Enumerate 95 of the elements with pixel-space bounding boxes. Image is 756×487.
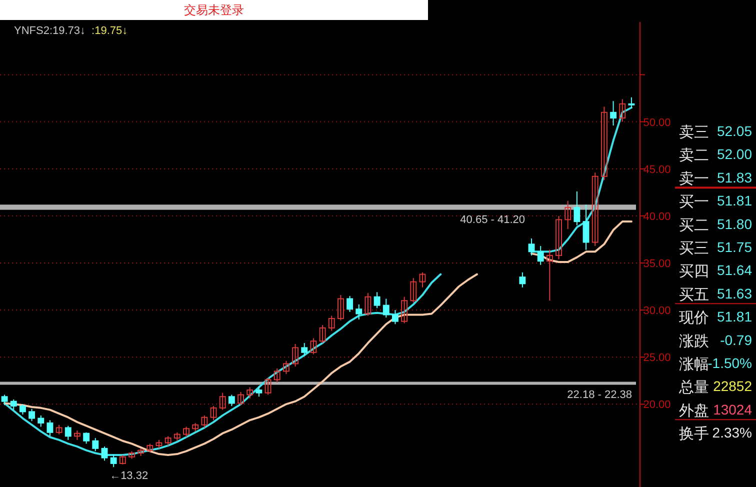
candlestick (38, 414, 44, 428)
text: 涨跌 (679, 332, 709, 350)
y-tick-label: 30.00 (643, 305, 671, 318)
annotation: ←13.32 (110, 470, 148, 482)
y-tick-label: 40.00 (643, 210, 671, 223)
y-tick-label: 50.00 (643, 116, 671, 129)
text: 22852 (713, 378, 752, 394)
candlestick (1, 394, 8, 406)
candlestick (164, 436, 172, 446)
candlestick (183, 426, 190, 438)
candlestick (356, 304, 362, 320)
candlestick (83, 432, 90, 444)
candlestick (519, 272, 526, 288)
candlestick (238, 391, 244, 406)
text: 买二 (679, 216, 709, 234)
candlestick (264, 377, 272, 396)
candlestick (74, 430, 80, 440)
text: 换手 (679, 424, 709, 443)
candlestick (328, 315, 335, 332)
candlestick (256, 386, 262, 398)
text: 51.63 (716, 285, 752, 302)
y-tick-label: 45.00 (643, 164, 671, 176)
text: 51.81 (716, 192, 752, 209)
candlestick (10, 398, 17, 410)
text: 卖二 (679, 146, 709, 164)
text: 51.81 (716, 308, 752, 325)
candlestick (110, 454, 117, 468)
candlestick (274, 368, 280, 384)
candlestick (582, 204, 590, 250)
text: -0.79 (720, 332, 752, 348)
candlestick (56, 424, 62, 435)
text: 卖三 (679, 123, 709, 141)
candlestick (592, 172, 598, 247)
text: 13024 (713, 401, 752, 418)
candlestick (546, 249, 553, 302)
candlestick (319, 324, 326, 344)
candlestick (301, 342, 308, 356)
y-tick-label: 20.00 (643, 399, 671, 412)
candlestick (419, 272, 426, 288)
candlestick (600, 106, 608, 181)
annotation: :19.75↓ (92, 25, 128, 37)
candlestick (564, 200, 572, 230)
candlestick (346, 295, 354, 312)
candlestick (374, 292, 380, 309)
text: 涨幅 (679, 355, 709, 373)
candlestick (282, 360, 290, 375)
text: 52.05 (716, 123, 752, 139)
text: 交易未登录 (184, 3, 244, 17)
candlestick (246, 386, 254, 400)
candlestick (528, 238, 535, 256)
candlestick (201, 414, 208, 428)
candlestick (628, 96, 635, 108)
candlestick (364, 292, 372, 316)
text: -1.50% (708, 355, 752, 371)
candlestick (392, 310, 398, 325)
text: 外盘 (679, 401, 709, 420)
candlestick (401, 296, 408, 324)
candlestick (410, 278, 417, 304)
candlestick (210, 406, 217, 421)
candlestick (310, 338, 317, 355)
text: 51.80 (716, 216, 752, 232)
candlestick (292, 343, 299, 368)
candlestick (219, 392, 226, 410)
text: 卖一 (679, 169, 709, 188)
text: 买三 (679, 239, 709, 257)
candlestick (228, 394, 235, 407)
y-tick-label: 25.00 (643, 352, 671, 364)
candlestick (537, 246, 544, 266)
candlestick (101, 446, 108, 462)
text: 52.00 (716, 146, 752, 162)
candlestick (619, 98, 626, 122)
candlestick (19, 404, 26, 416)
text: 总量 (678, 378, 709, 396)
candlestick (382, 298, 390, 318)
candlestick (92, 438, 99, 452)
annotation: YNFS2:19.73↓ (14, 25, 86, 37)
candlestick (28, 408, 36, 422)
text: 2.33% (712, 424, 752, 441)
candlestick (574, 190, 580, 226)
candlestick (337, 294, 344, 321)
text: 买四 (679, 262, 709, 280)
band-label: 40.65 - 41.20 (460, 214, 525, 226)
text: 51.83 (716, 169, 752, 186)
candlestick (119, 454, 126, 465)
candlestick (610, 100, 617, 126)
y-tick-label: 35.00 (643, 258, 671, 270)
candlestick (64, 425, 72, 440)
text: 买五 (679, 285, 709, 304)
text: 现价 (679, 308, 709, 327)
text: 51.75 (716, 239, 752, 255)
text: 51.64 (716, 262, 752, 278)
candlestick (46, 420, 54, 437)
band-label: 22.18 - 22.38 (567, 388, 632, 401)
candlestick (556, 215, 562, 260)
text: 买一 (679, 192, 709, 211)
